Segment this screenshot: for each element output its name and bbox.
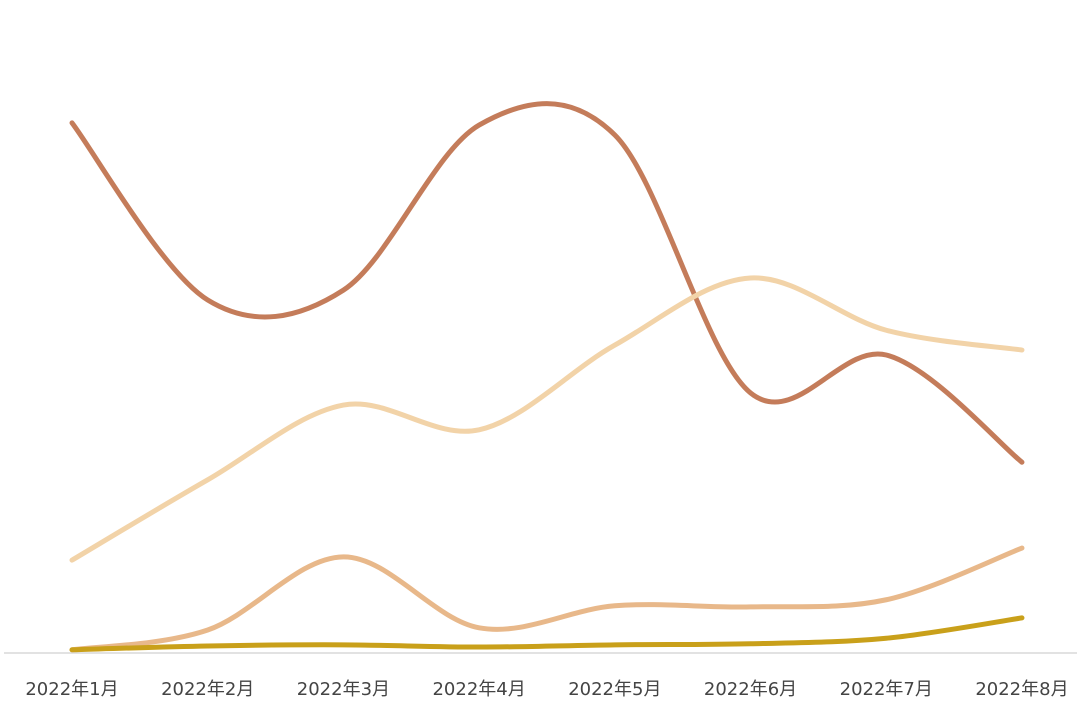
x-tick-label: 2022年8月 (975, 679, 1068, 700)
series-line (69, 275, 1025, 563)
x-tick-label: 2022年7月 (840, 679, 933, 700)
series-line (69, 615, 1025, 653)
x-tick-label: 2022年3月 (297, 679, 390, 700)
x-tick-label: 2022年5月 (568, 679, 661, 700)
x-tick-label: 2022年2月 (161, 679, 254, 700)
series-line (69, 545, 1025, 653)
x-tick-label: 2022年4月 (432, 679, 525, 700)
x-tick-label: 2022年6月 (704, 679, 797, 700)
x-tick-label: 2022年1月 (25, 679, 118, 700)
series-line (69, 101, 1025, 465)
